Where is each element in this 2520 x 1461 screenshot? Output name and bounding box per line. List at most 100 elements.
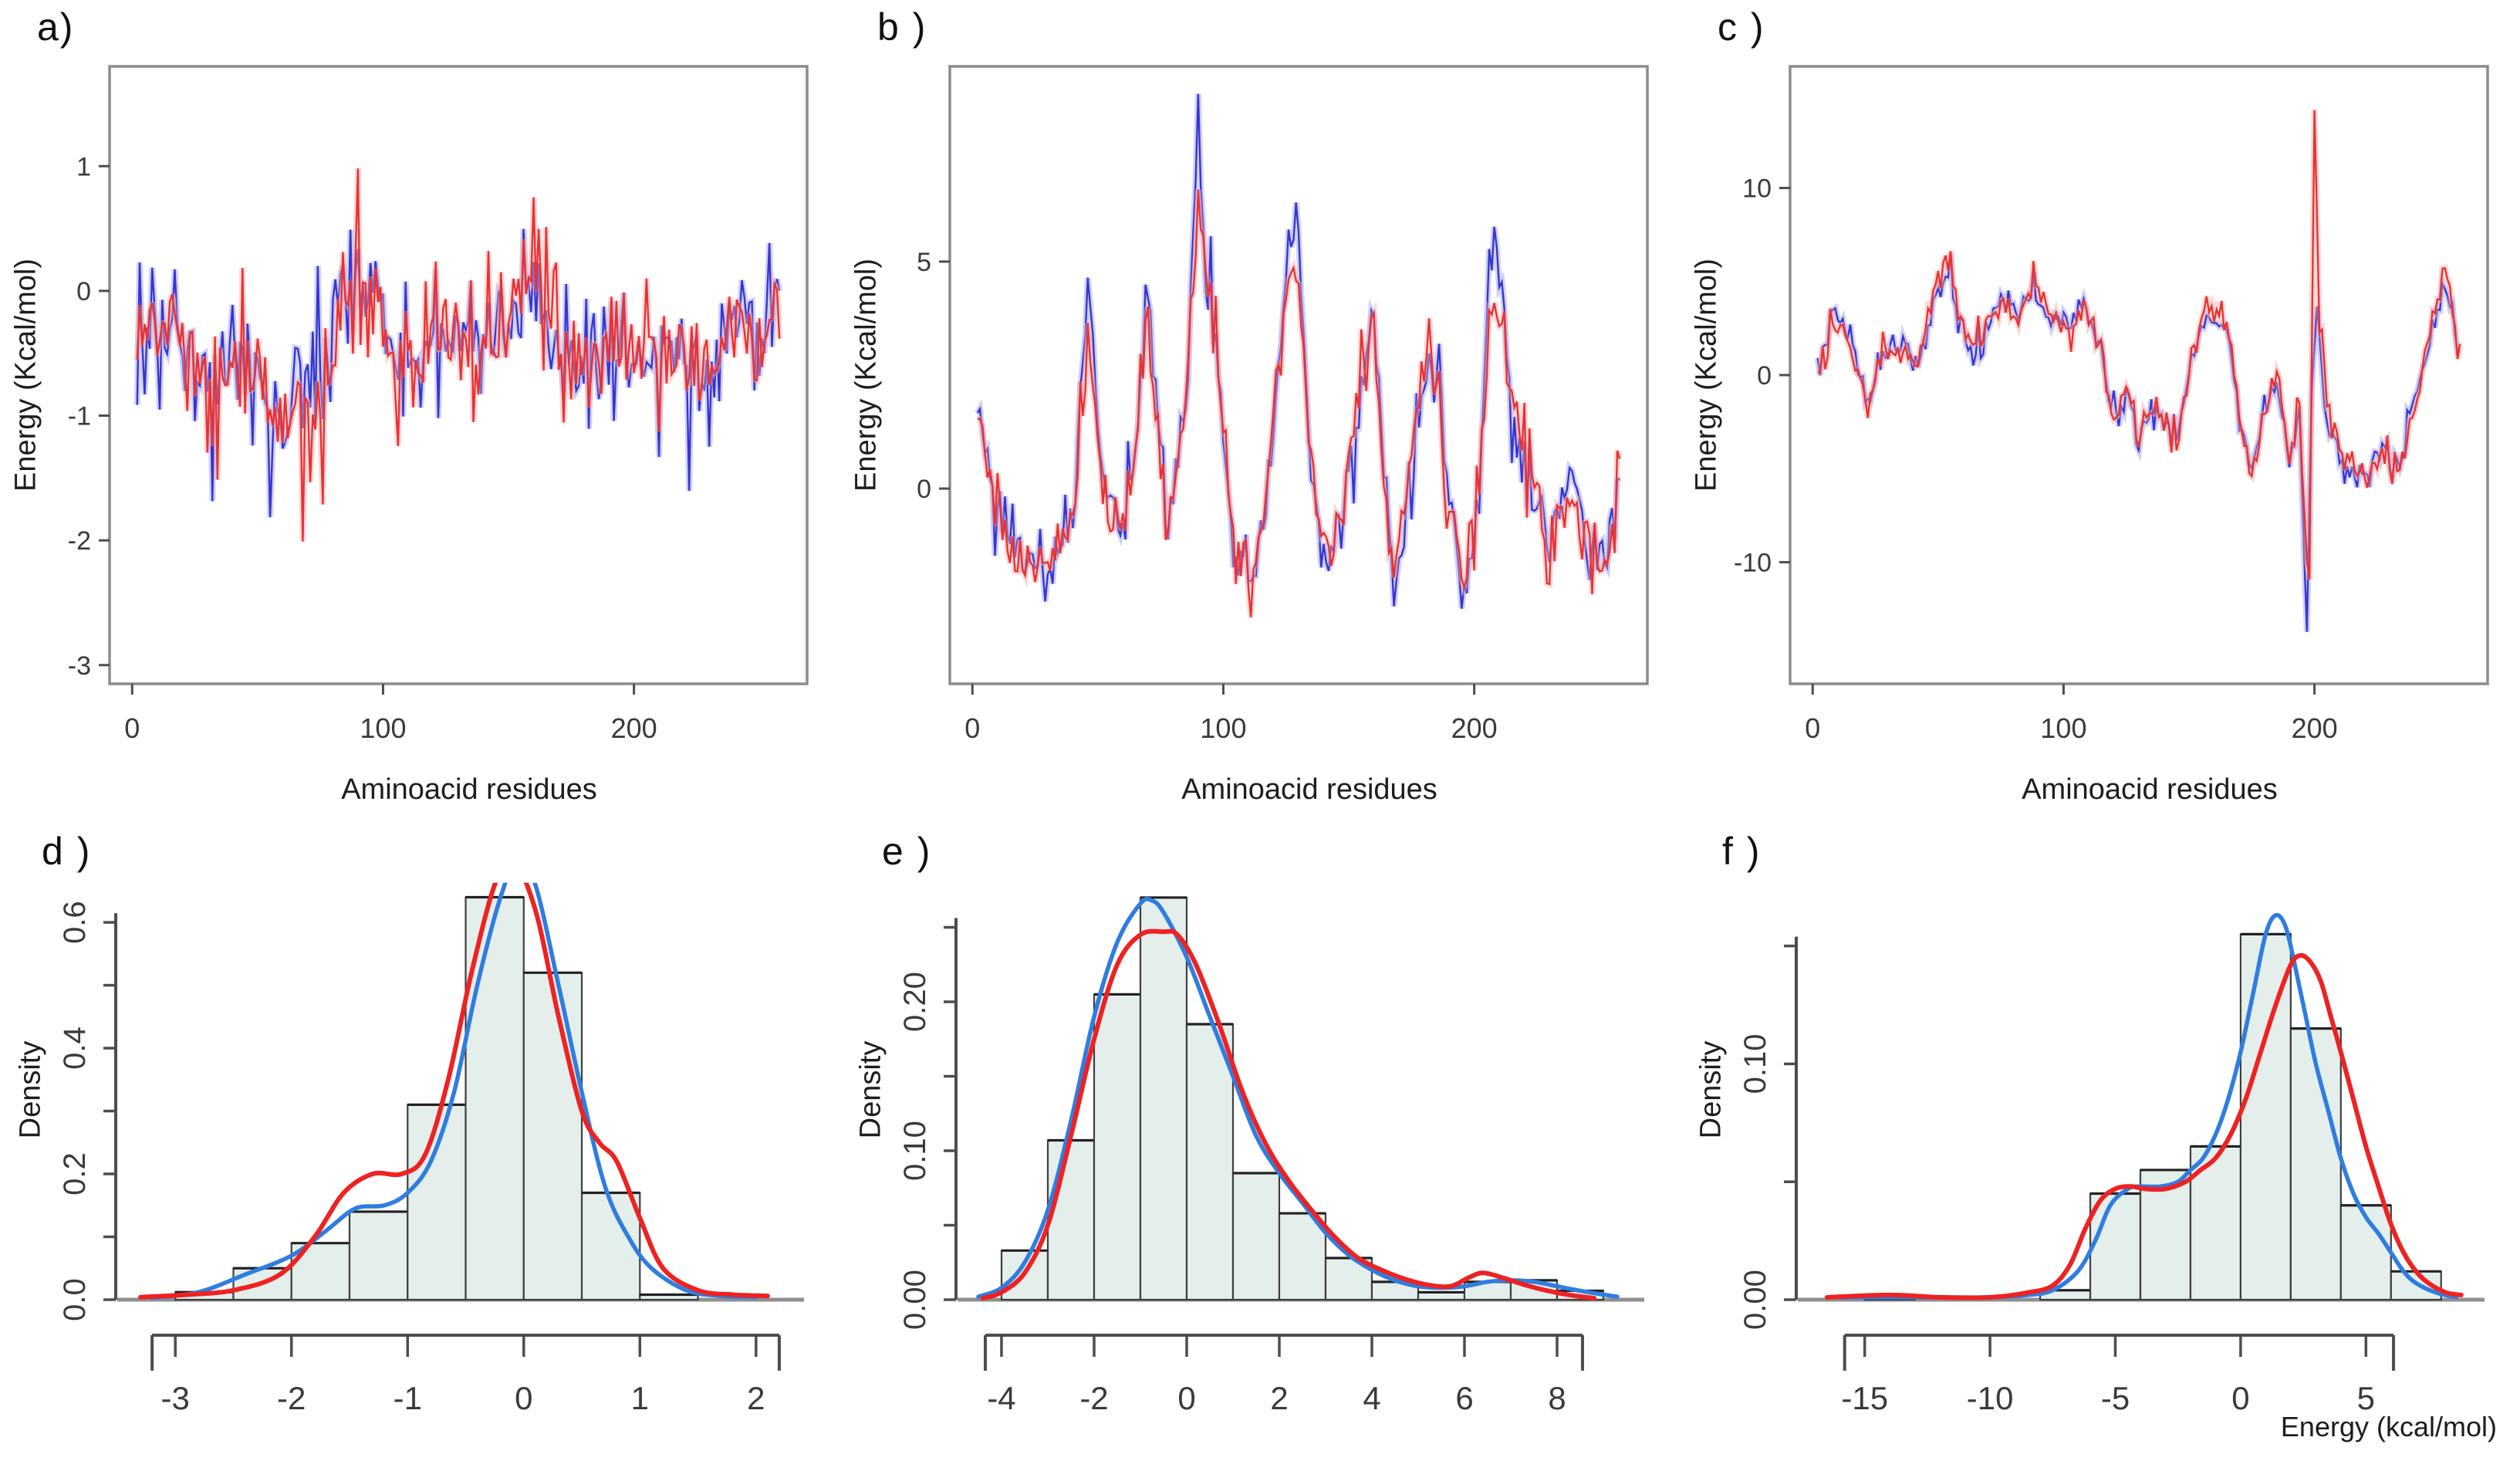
y-tick-label: 1 <box>76 152 91 181</box>
panel-a-label: a) <box>37 5 75 49</box>
plot-frame <box>948 65 1649 685</box>
x-tick-label: 0 <box>124 712 140 744</box>
x-tick-label: -15 <box>1841 1380 1888 1416</box>
histogram-bar <box>348 1210 409 1301</box>
panel-f-x-axis-title: Energy (kcal/mol) <box>2280 1411 2497 1442</box>
histogram-bar <box>407 1104 467 1301</box>
panel-d-label: d ) <box>42 830 92 873</box>
y-tick-label: 0 <box>917 475 931 504</box>
x-tick-label: -2 <box>277 1380 306 1416</box>
density-curves <box>1824 912 2464 1300</box>
x-tick-label: 2 <box>747 1380 765 1416</box>
red-density-curve <box>138 882 770 1300</box>
y-tick-label: 0.4 <box>58 1026 92 1070</box>
x-tick-label: -2 <box>1079 1380 1108 1416</box>
x-tick-label: 0 <box>2231 1380 2249 1416</box>
red-density-curve <box>1824 952 2464 1300</box>
density-curves <box>976 896 1620 1301</box>
y-tick-label: 0.0 <box>58 1278 92 1321</box>
x-tick-label: 6 <box>1455 1380 1473 1416</box>
histogram-bar <box>2339 1204 2392 1301</box>
histogram-bar <box>522 972 583 1301</box>
x-tick-label: 1 <box>631 1380 649 1416</box>
y-tick-label: -10 <box>1734 548 1772 577</box>
histogram-bars <box>174 895 699 1301</box>
blue-series-line <box>1816 253 2461 632</box>
histogram-bars <box>1000 896 1605 1301</box>
panel-b-plot: 5 0 0 100 200 <box>917 65 1649 744</box>
x-tick-label: 8 <box>1548 1380 1566 1416</box>
y-tick-label: -1 <box>68 402 91 431</box>
x-tick-label: 100 <box>1200 712 1246 744</box>
y-tick-label: 5 <box>917 248 931 277</box>
panel-f: f ) Density -15 -10 -5 0 5 0.00 0.10 Energy (k… <box>1681 818 2520 1461</box>
x-tick-label: 100 <box>360 712 406 744</box>
histogram-bar <box>2089 1192 2142 1301</box>
histogram-bar <box>1185 1023 1235 1301</box>
histogram-bars <box>1863 932 2442 1301</box>
panel-c-x-axis-title: Aminoacid residues <box>2022 773 2278 806</box>
panel-f-label: f ) <box>1722 830 1762 873</box>
x-tick-label: 0 <box>964 712 980 744</box>
histogram-bar <box>1231 1172 1281 1301</box>
panel-f-plot: -15 -10 -5 0 5 0.00 0.10 <box>1738 912 2485 1416</box>
x-tick-label: 0 <box>1805 712 1820 744</box>
panel-b: b ) Energy (Kcal/mol) 5 0 0 100 200 Aminoaci… <box>840 0 1680 818</box>
red-series-line <box>977 189 1621 617</box>
red-series-line <box>1817 110 2461 580</box>
panel-d-plot: -3 -2 -1 0 1 2 0.0 0.2 0.4 0.6 <box>58 882 804 1416</box>
x-tick-label: 200 <box>611 712 657 744</box>
plot-frame <box>1789 65 2489 685</box>
x-tick-label: 0 <box>515 1380 532 1416</box>
red-series-halo <box>1816 110 2464 580</box>
red-density-curve <box>981 928 1596 1301</box>
y-tick-label: 0.10 <box>1738 1034 1772 1094</box>
y-tick-label: 0.00 <box>1738 1270 1772 1330</box>
histogram-bar <box>1046 1139 1096 1301</box>
panel-e-label: e ) <box>882 830 932 873</box>
x-tick-label: -5 <box>2101 1380 2130 1416</box>
x-tick-label: 0 <box>1177 1380 1195 1416</box>
y-tick-label: 0.20 <box>898 972 932 1032</box>
panel-d: d ) Density -3 -2 -1 0 1 2 0.0 0.2 0.4 0.6 <box>0 818 839 1461</box>
y-tick-label: 0 <box>76 277 91 306</box>
histogram-bar <box>1093 993 1142 1301</box>
series-group <box>975 93 1623 618</box>
y-tick-label: 0.10 <box>898 1121 932 1181</box>
x-tick-label: -4 <box>987 1380 1015 1416</box>
density-curves <box>138 882 770 1300</box>
blue-density-curve <box>976 896 1620 1299</box>
blue-series-line <box>976 93 1621 609</box>
panel-e-plot: -4 -2 0 2 4 6 8 0.00 0.10 0.20 <box>898 896 1644 1416</box>
panel-a-x-axis-title: Aminoacid residues <box>341 773 597 806</box>
panel-c: c ) Energy (Kcal/mol) 10 0 -10 0 100 200 Amin… <box>1681 0 2520 818</box>
histogram-bar <box>580 1192 641 1301</box>
x-tick-label: 200 <box>2292 712 2338 744</box>
x-tick-label: 5 <box>2357 1380 2375 1416</box>
x-tick-label: -1 <box>394 1380 422 1416</box>
x-tick-label: 100 <box>2040 712 2086 744</box>
panel-b-x-axis-title: Aminoacid residues <box>1181 773 1437 806</box>
y-tick-label: 0.2 <box>58 1152 92 1196</box>
y-tick-label: 0.00 <box>898 1270 932 1330</box>
panel-b-label: b ) <box>877 5 927 49</box>
blue-density-curve <box>150 882 758 1300</box>
panel-a-plot: 1 0 -1 -2 -3 0 100 200 <box>68 65 809 744</box>
y-tick-label: 0.6 <box>58 901 92 944</box>
x-tick-label: 4 <box>1363 1380 1380 1416</box>
histogram-bar <box>1139 896 1188 1301</box>
plot-frame <box>108 65 809 685</box>
series-group <box>133 168 783 542</box>
x-tick-label: 2 <box>1270 1380 1288 1416</box>
x-tick-label: 200 <box>1451 712 1498 744</box>
blue-series-halo <box>975 93 1623 610</box>
panel-a: a) Energy (Kcal/mol) 1 0 -1 -2 -3 0 100 200 Ami… <box>0 0 839 818</box>
x-tick-label: -10 <box>1967 1380 2014 1416</box>
x-tick-label: -3 <box>161 1380 190 1416</box>
y-tick-label: -3 <box>68 651 91 681</box>
panel-e: e ) Density -4 -2 0 2 4 6 8 0.00 0.10 0.20 <box>840 818 1680 1461</box>
y-tick-label: 0 <box>1757 361 1772 391</box>
panel-c-label: c ) <box>1718 5 1765 49</box>
blue-density-curve <box>1837 912 2459 1300</box>
